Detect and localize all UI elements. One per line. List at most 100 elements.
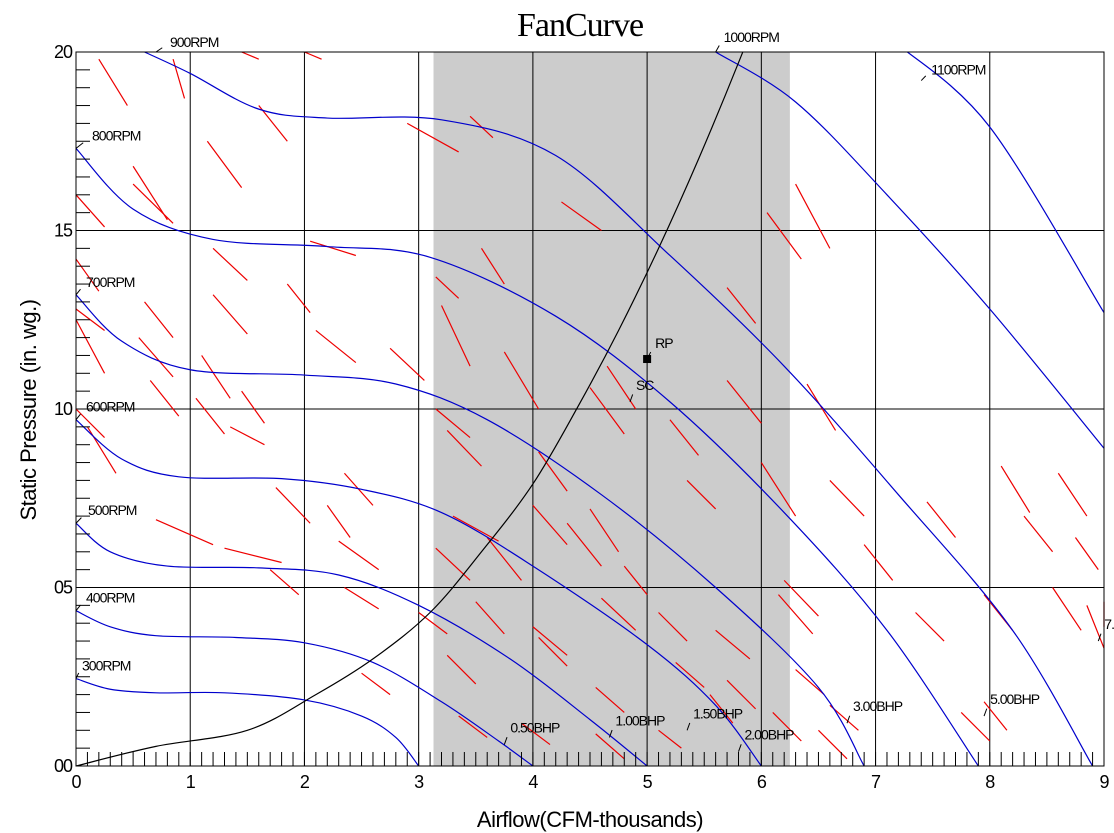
bhp-curve-segment: [1023, 515, 1054, 553]
bhp-curve-segment: [778, 594, 814, 635]
bhp-curve-segment: [726, 679, 757, 710]
bhp-curve-segment: [538, 451, 568, 492]
rpm-curve-label-leader: [715, 45, 720, 53]
bhp-curve-segment: [561, 201, 602, 231]
bhp-curve-segment: [458, 715, 488, 738]
bhp-curve-segment: [829, 479, 865, 517]
bhp-curves: [75, 51, 1105, 760]
x-tick-label: 7: [871, 772, 881, 792]
system-curve-label-leader: [629, 394, 634, 403]
rpm-curve: [76, 294, 865, 766]
bhp-curve-segment: [440, 305, 471, 367]
bhp-curve-segment: [361, 672, 391, 696]
bhp-curve-segment: [658, 729, 682, 749]
bhp-curve-segment: [595, 733, 625, 760]
bhp-curve-segment: [521, 722, 551, 746]
chart-title: FanCurve: [517, 7, 643, 44]
bhp-curve-segment: [406, 122, 459, 153]
bhp-curve-segment: [709, 694, 734, 724]
bhp-curve-segment: [75, 319, 106, 374]
bhp-curve-segment: [538, 637, 568, 667]
bhp-curve-segment: [795, 183, 831, 249]
bhp-curve-segment: [623, 565, 648, 596]
rpm-curve-label-leader: [155, 47, 163, 53]
bhp-curve-segment: [241, 51, 259, 60]
y-tick-label: 00: [54, 756, 73, 776]
x-tick-label: 2: [300, 772, 310, 792]
bhp-curve-segment: [229, 426, 265, 446]
bhp-curve-segment: [595, 687, 625, 713]
bhp-curve-segment: [589, 387, 625, 435]
y-tick-label: 10: [54, 399, 73, 419]
bhp-curve-segment: [960, 712, 991, 742]
rpm-curve: [906, 52, 1104, 313]
bhp-curve-segment: [338, 540, 380, 571]
bhp-curve-segment: [1086, 605, 1105, 649]
bhp-curve-segment: [566, 522, 602, 567]
bhp-curve-segment: [726, 380, 762, 424]
bhp-curve-segment: [132, 183, 174, 224]
rpm-curve-label-leader: [75, 288, 81, 296]
bhp-curve-segment: [344, 586, 380, 610]
operating-point-label-leader: [646, 351, 652, 360]
rpm-curve: [76, 677, 420, 766]
plot-border: [75, 51, 1105, 767]
bhp-curve-segment: [201, 355, 231, 399]
bhp-curve-label-leader: [983, 708, 988, 717]
bhp-curve-segment: [475, 601, 505, 635]
y-tick-label: 05: [54, 578, 73, 598]
bhp-curve-segment: [783, 579, 819, 617]
bhp-curve-segment: [149, 380, 180, 417]
y-tick-label: 15: [54, 221, 73, 241]
x-tick-label: 6: [757, 772, 767, 792]
bhp-curve-segment: [75, 308, 105, 331]
bhp-curve-segment: [715, 629, 751, 660]
rpm-curve-label: 400RPM: [86, 590, 135, 606]
rpm-curve: [76, 147, 979, 766]
x-tick-label: 5: [643, 772, 653, 792]
rpm-curve-label: 500RPM: [88, 502, 137, 518]
bhp-curve-segment: [486, 537, 522, 581]
rpm-curve-label: 900RPM: [170, 34, 219, 50]
bhp-curve-segment: [1074, 537, 1099, 570]
bhp-curve-segment: [772, 712, 802, 742]
rpm-curve-label-leader: [75, 142, 84, 149]
bhp-curve-label-leader: [686, 722, 691, 731]
bhp-curve-label-leader: [738, 744, 742, 752]
bhp-curve-segment: [926, 501, 956, 538]
rpm-curve-label: 300RPM: [82, 658, 131, 674]
system-curve-layer: [76, 52, 744, 766]
operating-point-label: RP: [655, 335, 673, 351]
x-tick-label: 8: [985, 772, 995, 792]
bhp-curve-segment: [446, 654, 477, 685]
bhp-curve-segment: [138, 337, 174, 378]
bhp-curve-segment: [269, 569, 300, 596]
x-tick-label: 9: [1099, 772, 1109, 792]
bhp-curve-segment: [155, 519, 214, 546]
rpm-curve-label: 1100RPM: [931, 62, 986, 78]
bhp-curve-segment: [206, 140, 243, 189]
bhp-curve-segment: [795, 669, 825, 696]
bhp-curve-segment: [532, 504, 568, 546]
bhp-curve-segment: [132, 165, 168, 221]
x-tick-label: 1: [186, 772, 196, 792]
system-curve: [76, 52, 744, 766]
axis-ticks: 0 1 2 3 4 5 6 7 8 9 00 05 10 15 20: [54, 42, 1111, 792]
bhp-curve-segment: [286, 283, 311, 313]
bhp-curve-segment: [760, 462, 797, 517]
bhp-curve-label: 1.50BHP: [693, 705, 743, 721]
bhp-curve-segment: [275, 487, 311, 524]
bhp-curve-segment: [212, 247, 248, 281]
rpm-curve: [76, 610, 534, 766]
bhp-curve-segment: [503, 351, 540, 410]
bhp-curve-label: 7.50BHP: [1104, 616, 1114, 632]
bhp-curve-segment: [863, 544, 894, 581]
x-tick-label: 0: [71, 772, 81, 792]
x-tick-label: 4: [528, 772, 538, 792]
rpm-curve-label-leader: [920, 75, 927, 81]
rpm-curve: [76, 419, 762, 766]
bhp-curve-label-leader: [1097, 633, 1102, 642]
bhp-curve-segment: [98, 58, 128, 106]
rpm-curves: [76, 52, 1104, 766]
rpm-curve-label: 700RPM: [86, 274, 135, 290]
